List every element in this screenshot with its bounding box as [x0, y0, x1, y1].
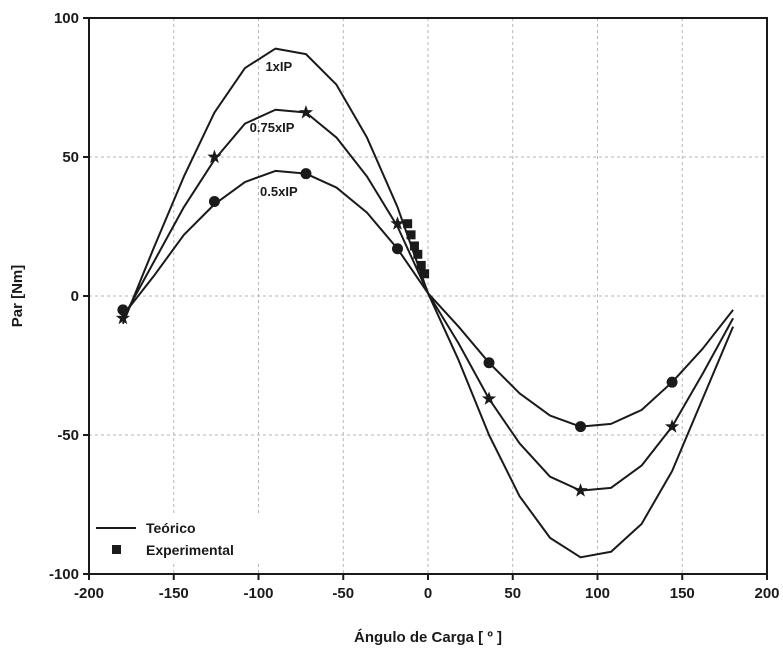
data-point-star — [207, 149, 222, 164]
curves — [121, 47, 735, 559]
y-tick-label: 100 — [54, 10, 79, 27]
x-tick-label: 100 — [585, 585, 610, 602]
legend-background — [92, 514, 270, 564]
y-axis-title: Par [Nm] — [9, 265, 26, 328]
x-tick-label: -150 — [159, 585, 189, 602]
x-tick-label: 150 — [670, 585, 695, 602]
legend-label-teorico: Teórico — [146, 520, 196, 536]
data-point-square — [409, 241, 419, 251]
data-point-circle — [300, 168, 312, 180]
data-point-circle — [483, 357, 495, 369]
ticks: -200 -150 -100 -50 0 50 100 150 200 -100 -50 0 50 100 — [49, 10, 780, 602]
grid — [89, 18, 767, 574]
data-point-square — [413, 249, 423, 259]
annotation-1xip: 1xIP — [265, 59, 292, 74]
x-tick-label: -50 — [332, 585, 354, 602]
annotation-075xip: 0.75xIP — [250, 120, 295, 135]
legend-square-marker — [112, 545, 121, 554]
data-point-circle — [666, 376, 678, 388]
y-tick-label: -50 — [57, 427, 79, 444]
data-point-circle — [117, 304, 129, 316]
data-point-circle — [208, 195, 220, 207]
x-tick-label: 0 — [424, 585, 432, 602]
legend-label-experimental: Experimental — [146, 542, 234, 558]
data-point-square — [416, 260, 426, 270]
data-point-star — [664, 419, 680, 433]
data-point-square — [403, 219, 413, 229]
data-point-star — [573, 483, 588, 497]
markers — [115, 105, 680, 497]
y-tick-label: 50 — [62, 149, 79, 166]
data-point-star — [115, 310, 131, 325]
data-point-square — [420, 269, 430, 279]
series-line-2 — [122, 169, 734, 428]
data-point-star — [481, 391, 497, 405]
data-point-star — [298, 105, 314, 119]
x-tick-label: -100 — [243, 585, 273, 602]
data-point-circle — [575, 421, 587, 433]
x-tick-label: 50 — [504, 585, 521, 602]
y-tick-label: 0 — [71, 288, 79, 305]
annotations: 1xIP 0.75xIP 0.5xIP — [250, 59, 298, 199]
data-point-circle — [391, 243, 403, 255]
x-tick-label: 200 — [754, 585, 779, 602]
x-tick-label: -200 — [74, 585, 104, 602]
data-point-star — [390, 216, 405, 230]
x-axis-title: Ángulo de Carga [ º ] — [354, 629, 502, 646]
annotation-05xip: 0.5xIP — [260, 184, 298, 199]
legend: Teórico Experimental — [92, 514, 270, 564]
data-point-square — [406, 230, 416, 240]
y-tick-label: -100 — [49, 566, 79, 583]
